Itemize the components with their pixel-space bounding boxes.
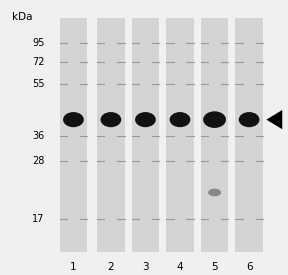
Ellipse shape bbox=[170, 112, 190, 127]
Text: 4: 4 bbox=[177, 262, 183, 272]
Text: 1: 1 bbox=[70, 262, 77, 272]
Text: 3: 3 bbox=[142, 262, 149, 272]
Bar bbox=[60, 18, 87, 252]
Text: 72: 72 bbox=[32, 57, 45, 67]
Bar bbox=[166, 18, 194, 252]
Polygon shape bbox=[266, 110, 282, 129]
Text: 95: 95 bbox=[32, 38, 45, 48]
Ellipse shape bbox=[239, 112, 259, 127]
Bar bbox=[235, 18, 263, 252]
Text: 6: 6 bbox=[246, 262, 253, 272]
Ellipse shape bbox=[203, 111, 226, 128]
Text: 55: 55 bbox=[32, 79, 45, 89]
Bar bbox=[201, 18, 228, 252]
Ellipse shape bbox=[101, 112, 121, 127]
Text: 28: 28 bbox=[32, 156, 45, 166]
Text: 36: 36 bbox=[32, 131, 45, 141]
Ellipse shape bbox=[135, 112, 156, 127]
Bar bbox=[97, 18, 124, 252]
Ellipse shape bbox=[63, 112, 84, 127]
Ellipse shape bbox=[208, 189, 221, 196]
Text: kDa: kDa bbox=[12, 12, 32, 22]
Bar bbox=[132, 18, 159, 252]
Text: 2: 2 bbox=[107, 262, 114, 272]
Text: 17: 17 bbox=[32, 214, 45, 224]
Text: 5: 5 bbox=[211, 262, 218, 272]
